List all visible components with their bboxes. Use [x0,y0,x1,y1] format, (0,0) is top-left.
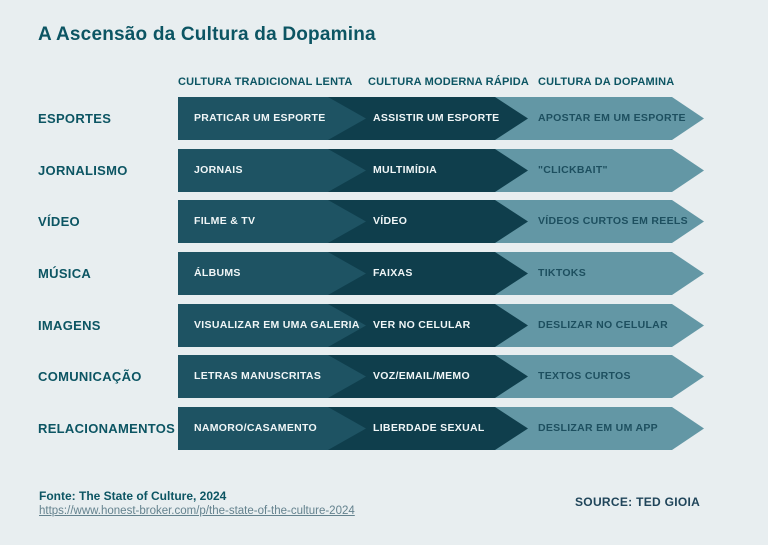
arrow-bar-video: VÍDEOS CURTOS EM REELS VÍDEO FILME & TV [178,200,704,243]
segment-dopamina: TEXTOS CURTOS [495,355,704,398]
arrow-bar-relacionamentos: DESLIZAR EM UM APP LIBERDADE SEXUAL NAMO… [178,407,704,450]
arrow-bar-esportes: APOSTAR EM UM ESPORTE ASSISTIR UM ESPORT… [178,97,704,140]
segment-tradicional: LETRAS MANUSCRITAS [178,355,366,398]
row-category-relacionamentos: RELACIONAMENTOS [38,421,176,436]
segment-dopamina: DESLIZAR NO CELULAR [495,304,704,347]
arrow-bar-jornalismo: "CLICKBAIT" MULTIMÍDIA JORNAIS [178,149,704,192]
row-category-imagens: IMAGENS [38,318,101,333]
segment-tradicional: VISUALIZAR EM UMA GALERIA [178,304,366,347]
row-category-jornalismo: JORNALISMO [38,163,128,178]
arrow-bar-comunicacao: TEXTOS CURTOS VOZ/EMAIL/MEMO LETRAS MANU… [178,355,704,398]
source-label: Fonte: The State of Culture, 2024 [39,489,227,503]
author-credit: SOURCE: TED GIOIA [575,495,701,509]
segment-dopamina: VÍDEOS CURTOS EM REELS [495,200,704,243]
segment-dopamina: APOSTAR EM UM ESPORTE [495,97,704,140]
segment-moderna: VER NO CELULAR [328,304,528,347]
row-category-esportes: ESPORTES [38,111,112,126]
segment-dopamina: DESLIZAR EM UM APP [495,407,704,450]
column-header-dopamina: CULTURA DA DOPAMINA [538,76,675,88]
segment-tradicional: PRATICAR UM ESPORTE [178,97,366,140]
row-category-video: VÍDEO [38,214,80,229]
arrow-bar-imagens: DESLIZAR NO CELULAR VER NO CELULAR VISUA… [178,304,704,347]
segment-tradicional: JORNAIS [178,149,366,192]
arrow-bar-musica: TIKTOKS FAIXAS ÁLBUMS [178,252,704,295]
row-category-musica: MÚSICA [38,266,92,281]
source-link[interactable]: https://www.honest-broker.com/p/the-stat… [39,505,355,517]
segment-dopamina: TIKTOKS [495,252,704,295]
column-header-moderna: CULTURA MODERNA RÁPIDA [368,76,530,88]
column-header-tradicional: CULTURA TRADICIONAL LENTA [178,76,353,88]
row-category-comunicacao: COMUNICAÇÃO [38,369,142,384]
segment-tradicional: FILME & TV [178,200,366,243]
segment-dopamina: "CLICKBAIT" [495,149,704,192]
page-title: A Ascensão da Cultura da Dopamina [38,24,376,45]
segment-tradicional: NAMORO/CASAMENTO [178,407,366,450]
segment-tradicional: ÁLBUMS [178,252,366,295]
